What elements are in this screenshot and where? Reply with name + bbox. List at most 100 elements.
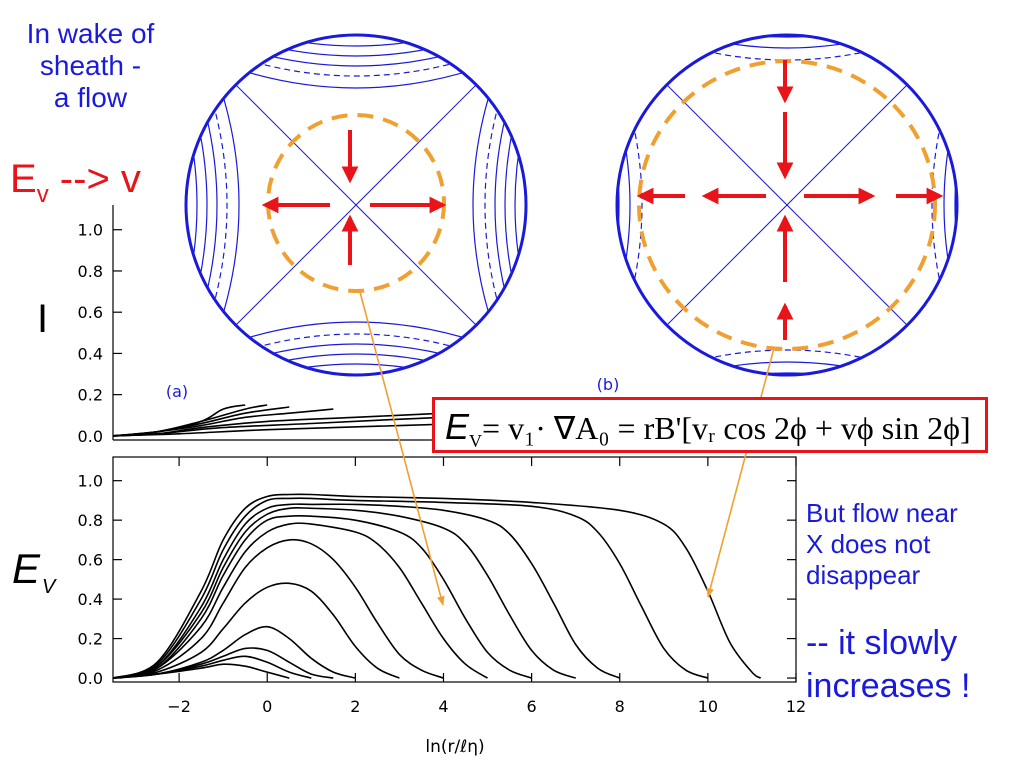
right-note-a-line-2: X does not (806, 529, 931, 559)
top-y-tick-label: 0.6 (78, 303, 103, 322)
panel-a-separatrix-diagonal (235, 84, 477, 326)
bottom-series-line-6 (112, 538, 444, 679)
bottom-chart: 0.0 0.2 0.4 0.6 0.8 1.0 −2 0 2 4 6 8 10 12 (78, 456, 806, 716)
panel-b-contour-top (617, 35, 957, 38)
panel-a-contour-right (504, 35, 526, 375)
panel-a-contour-right (494, 35, 526, 375)
panel-b-separatrix-diagonal (666, 84, 908, 326)
bottom-series-line-9 (112, 506, 576, 679)
panel-a-contour-left (186, 35, 218, 375)
ev-to-v-label: Ev --> v (10, 156, 141, 208)
panel-b-contour-top (567, 0, 1007, 26)
panel-b-contour-left (617, 35, 620, 375)
right-note-b-line-2: increases ! (806, 667, 971, 705)
bottom-x-tick-label: 10 (698, 697, 718, 716)
panel-label-b: (b) (597, 375, 620, 394)
right-note-a: But flow near X does not disappear (806, 498, 958, 591)
panel-a-contour-top (186, 35, 526, 57)
bottom-y-tick-label: 0.0 (78, 669, 103, 688)
panel-b-contour-right (966, 0, 1024, 425)
bottom-series-line-5 (112, 582, 400, 679)
bottom-series-line-11 (112, 497, 709, 679)
panel-a-contour-left (186, 35, 228, 375)
top-y-tick-label: 0.8 (78, 262, 103, 281)
bottom-x-tick-label: 8 (615, 697, 625, 716)
top-y-tick-label: 0.0 (78, 427, 103, 446)
panel-a-contour-right (538, 0, 603, 425)
formula-box: EV= v₁· ∇A₀ = rB'[vᵣ cos 2ϕ + vϕ sin 2ϕ] (432, 397, 988, 453)
pointer-line-a (359, 291, 445, 606)
panel-a-contour-top (136, 0, 576, 10)
panel-b-contour-top (617, 35, 957, 49)
right-note-b: -- it slowly increases ! (806, 622, 970, 708)
panel-a-contour-top (186, 35, 526, 67)
top-y-tick-label: 1.0 (78, 221, 103, 240)
bottom-series-line-4 (112, 625, 356, 679)
ev-to-v-rest: --> v (48, 157, 141, 201)
bottom-y-tick-label: 0.4 (78, 590, 103, 609)
panel-b-contour-right (977, 0, 1024, 425)
bottom-x-tick-label: 6 (527, 697, 537, 716)
formula-rhs: = v₁· ∇A₀ = rB'[vᵣ cos 2ϕ + vϕ sin 2ϕ] (482, 410, 971, 446)
panel-b-contour-right (989, 0, 1024, 425)
pointer-line-b (706, 347, 775, 598)
panel-b-contour-left (617, 35, 643, 375)
formula-lhs-sub: V (469, 431, 483, 451)
flux-panel-a (136, 0, 616, 425)
panel-b-boundary (615, 33, 959, 377)
panel-a-contour-right (484, 35, 526, 375)
bottom-x-tick-label: 0 (262, 697, 272, 716)
bottom-y-label-sub: V (42, 576, 57, 598)
bottom-y-tick-label: 0.2 (78, 630, 103, 649)
bottom-x-axis-label: ln(r/ℓη) (425, 737, 484, 757)
bottom-y-tick-label: 0.6 (78, 551, 103, 570)
panel-b-contour-bottom (617, 361, 957, 375)
top-left-note-line-1: In wake of (26, 18, 155, 49)
bottom-plot-frame (112, 456, 797, 683)
panel-a-contour-left (186, 35, 198, 375)
right-note-b-line-1: -- it slowly (806, 624, 958, 662)
panel-a-contour-left (186, 35, 208, 375)
bottom-y-axis-label: E V (12, 545, 57, 598)
panel-b-contour-bottom (617, 349, 957, 375)
right-note-a-line-1: But flow near (806, 498, 958, 528)
bottom-x-tick-label: 4 (438, 697, 448, 716)
panel-a-contour-right (525, 35, 526, 375)
panel-a-contour-top (186, 35, 526, 77)
panel-label-a: (a) (166, 382, 188, 401)
bottom-series-line-7 (112, 522, 488, 679)
top-left-note-line-3: a flow (53, 82, 128, 113)
bottom-x-tick-label: −2 (167, 697, 191, 716)
top-left-note-line-2: sheath - (39, 50, 142, 81)
panel-a-contour-top (136, 0, 576, 23)
panel-a-contour-bottom (186, 333, 526, 375)
top-y-axis-label: I (37, 297, 48, 341)
flux-panel-b (520, 0, 1024, 425)
bottom-series-line-10 (112, 503, 621, 679)
panel-b-contour-left (520, 0, 585, 425)
bottom-x-tick-label: 2 (350, 697, 360, 716)
bottom-x-tick-label: 12 (786, 697, 806, 716)
ev-to-v-sub: v (36, 181, 49, 208)
panel-a-contour-top (186, 35, 526, 36)
panel-a-contour-bottom (186, 363, 526, 375)
panel-b-contour-left (532, 0, 597, 425)
panel-b-contour-right (931, 35, 957, 375)
panel-b-contour-right (954, 35, 957, 375)
top-y-tick-label: 0.4 (78, 344, 103, 363)
panel-b-contour-right (943, 35, 957, 375)
bottom-y-tick-label: 1.0 (78, 472, 103, 491)
panel-b-flux-contours (520, 0, 1024, 425)
panel-b-contour-top (567, 0, 1007, 3)
top-left-note: In wake of sheath - a flow (8, 18, 173, 114)
right-note-a-line-3: disappear (806, 560, 921, 590)
panel-a-contour-bottom (186, 343, 526, 375)
bottom-y-label-base: E (12, 545, 41, 592)
formula: EV= v₁· ∇A₀ = rB'[vᵣ cos 2ϕ + vϕ sin 2ϕ] (445, 406, 971, 451)
panel-a-contour-right (551, 0, 616, 425)
top-y-tick-label: 0.2 (78, 386, 103, 405)
bottom-series-line-8 (112, 514, 532, 679)
panel-a-contour-bottom (186, 353, 526, 375)
panel-b-contour-right (1002, 0, 1024, 425)
